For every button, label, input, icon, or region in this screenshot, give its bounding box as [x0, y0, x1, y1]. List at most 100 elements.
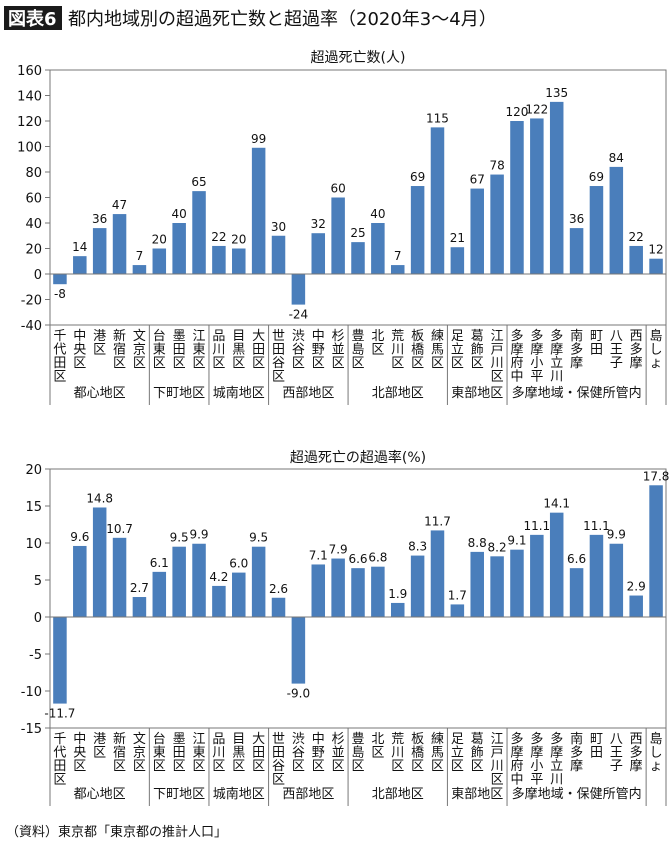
bar-荒川区	[390, 602, 405, 617]
bar-葛飾区	[470, 551, 484, 617]
data-label: 8.2	[488, 540, 507, 554]
bar-島しょ	[649, 485, 663, 617]
category-label: 港区	[93, 732, 106, 761]
data-label: 10.7	[106, 522, 133, 536]
category-label: 荒川区	[391, 329, 404, 371]
bar-杉並区	[331, 558, 345, 617]
bar-新宿区	[112, 537, 127, 617]
bar-港区	[92, 228, 107, 274]
bar-多摩小平	[530, 118, 544, 274]
data-label: 40	[172, 207, 187, 221]
category-label: 多摩立川	[550, 328, 563, 385]
figure-title: 都内地域別の超過死亡数と超過率（2020年3～4月）	[68, 9, 497, 30]
category-label: 豊島区	[351, 329, 364, 371]
data-label: 7	[136, 249, 144, 263]
y-tick-label: -10	[21, 685, 42, 700]
category-label: 中央区	[73, 329, 86, 371]
category-label: 墨田区	[173, 732, 186, 774]
group-label: 城南地区	[213, 385, 265, 401]
data-label: 32	[311, 217, 326, 231]
data-label: 135	[545, 86, 568, 100]
group-label: 北部地区	[372, 386, 424, 401]
bar-荒川区	[390, 265, 405, 274]
category-label: 西多摩	[630, 329, 643, 371]
bar-練馬区	[430, 530, 445, 617]
data-label: 2.7	[130, 581, 149, 595]
y-tick-label: 0	[34, 268, 42, 283]
category-label: 目黒区	[232, 329, 245, 371]
bar-江東区	[192, 191, 206, 274]
category-label: 江東区	[193, 732, 206, 774]
category-label: 中野区	[312, 329, 325, 371]
data-label: 122	[525, 102, 548, 116]
category-label: 世田谷区	[272, 732, 285, 788]
category-label: 葛飾区	[471, 732, 484, 774]
data-label: 6.1	[150, 556, 169, 570]
category-label: 島しょ	[650, 329, 663, 371]
group-label: 都心地区	[74, 386, 126, 401]
category-label: 目黒区	[232, 732, 245, 774]
group-label: 下町地区	[153, 787, 205, 802]
category-label: 八王子	[610, 732, 623, 774]
plot-area	[49, 69, 667, 326]
data-label: 6.6	[567, 552, 586, 566]
category-label: 台東区	[153, 329, 166, 371]
category-label: 中野区	[312, 732, 325, 774]
bar-目黒区	[232, 572, 246, 617]
y-tick-label: 5	[34, 574, 42, 589]
data-label: 69	[410, 170, 425, 184]
data-label: 6.0	[229, 557, 248, 571]
plot-area	[49, 468, 667, 729]
chart-excess-rate: 超過死亡の超過率(%) -15 -10 -5 0 5 10 15 20 -11.7 千代田区 9.6 中…	[21, 449, 670, 806]
y-tick-label: -15	[21, 722, 42, 737]
data-label: 7	[394, 249, 402, 263]
bar-多摩小平	[530, 534, 544, 617]
data-label: 7.9	[329, 543, 348, 557]
category-label: 渋谷区	[292, 329, 305, 371]
data-label: -9.0	[287, 687, 310, 701]
bar-多摩立川	[549, 101, 564, 274]
bar-足立区	[450, 604, 465, 617]
bar-港区	[92, 507, 107, 617]
bar-杉並区	[331, 197, 345, 274]
y-tick-label: 20	[25, 463, 42, 478]
category-label: 江戸川区	[491, 329, 504, 385]
category-label: 港区	[93, 329, 106, 358]
group-label: 多摩地域・保健所管内	[512, 786, 642, 802]
bar-世田谷区	[271, 235, 286, 274]
category-label: 墨田区	[173, 329, 186, 371]
bar-台東区	[152, 571, 167, 617]
category-label: 杉並区	[332, 329, 345, 371]
category-label: 板橋区	[411, 329, 424, 371]
bar-西多摩	[629, 245, 643, 274]
bar-台東区	[152, 248, 167, 274]
category-label: 品川区	[212, 329, 225, 371]
bar-新宿区	[112, 214, 127, 274]
category-label: 文京区	[133, 732, 146, 774]
bar-文京区	[132, 597, 147, 617]
data-label: 30	[271, 220, 286, 234]
bar-北区	[371, 566, 385, 617]
data-label: 17.8	[643, 469, 670, 483]
data-label: 36	[569, 212, 584, 226]
data-label: 9.5	[170, 531, 189, 545]
bar-中央区	[73, 545, 87, 617]
category-label: 江戸川区	[491, 732, 504, 788]
category-label: 江東区	[193, 329, 206, 371]
y-tick-label: 100	[17, 141, 42, 156]
category-label: 練馬区	[431, 329, 444, 371]
data-label: 11.7	[424, 514, 451, 528]
category-label: 多摩府中	[510, 731, 523, 788]
y-tick-label: 20	[25, 243, 42, 258]
bar-島しょ	[649, 258, 663, 274]
figure-badge-bg	[4, 6, 62, 30]
data-label: 22	[629, 230, 644, 244]
data-label: 20	[231, 233, 246, 247]
category-label: 杉並区	[332, 732, 345, 774]
data-label: 4.2	[209, 570, 228, 584]
data-label: 115	[426, 111, 449, 125]
bar-千代田区	[53, 617, 67, 704]
group-label: 城南地区	[213, 786, 265, 802]
bar-中央区	[73, 256, 87, 274]
